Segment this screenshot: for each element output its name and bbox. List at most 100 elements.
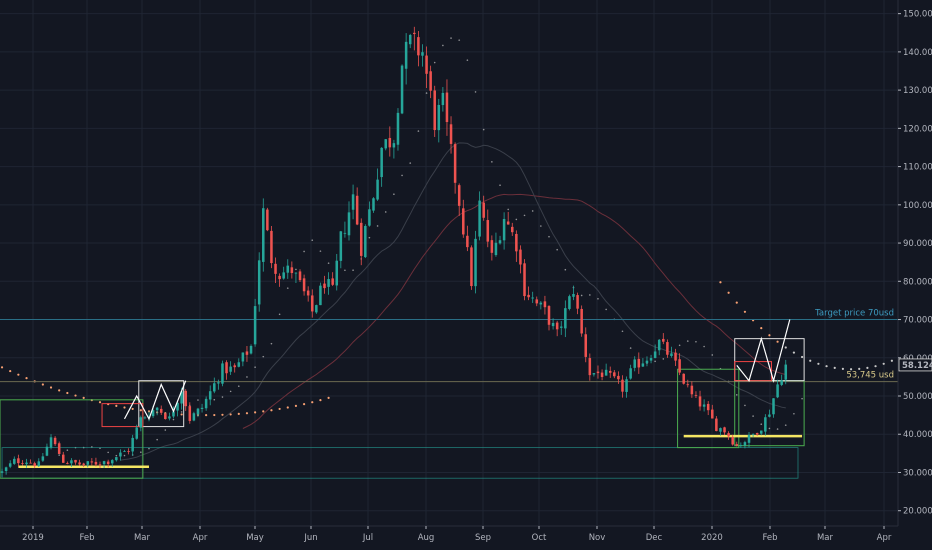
ma-dot-orange — [327, 396, 330, 400]
ma-dot-white — [801, 397, 803, 400]
ma-dot-white — [703, 345, 705, 348]
candle-body — [531, 297, 534, 299]
ma-dot-white — [621, 330, 624, 333]
candle-body — [580, 308, 583, 334]
candles — [0, 26, 788, 477]
candle-body — [355, 195, 359, 225]
candle-body — [653, 351, 657, 358]
candle-body — [576, 295, 579, 309]
x-tick-label: Apr — [193, 533, 208, 543]
candle-body — [523, 263, 526, 297]
x-tick-label: Oct — [532, 533, 547, 543]
candle-body — [200, 407, 204, 409]
ma-dot-white — [417, 130, 420, 132]
x-tick-label: Feb — [79, 533, 94, 543]
candle-body — [8, 463, 12, 467]
ma-dot-white — [376, 225, 379, 227]
candle-body — [127, 451, 130, 452]
candle-body — [176, 402, 179, 411]
ma-dot-white — [319, 250, 322, 252]
ma-dot-orange — [74, 394, 77, 397]
ma-dot-orange — [221, 413, 224, 416]
ma-dot-white — [442, 44, 444, 47]
projection-path-early — [123, 380, 187, 421]
y-axis-bg — [898, 0, 932, 550]
ma-dot-white — [760, 423, 763, 425]
ma-dot-orange — [719, 281, 722, 284]
ma-dot-white — [115, 454, 118, 457]
ma-dot-orange — [760, 327, 763, 330]
candle-body — [780, 380, 783, 385]
candle-body — [608, 370, 612, 373]
ma-dot-white — [368, 236, 371, 239]
candle-body — [429, 71, 432, 91]
candle-body — [384, 139, 387, 149]
candle-body — [547, 306, 551, 325]
y-axis: 150.000 140.000 130.000 120.000 110.000 100.0… — [897, 0, 932, 550]
ma-dot-orange — [849, 368, 853, 371]
candle-body — [78, 462, 81, 465]
ma-dot-white — [466, 59, 469, 61]
candle-body — [715, 418, 718, 432]
ma-dot-white — [254, 366, 256, 368]
ma-dot-white — [735, 394, 738, 396]
ma-dot-orange — [49, 386, 53, 389]
ma-dot-orange — [237, 412, 240, 415]
candle-body — [45, 446, 49, 456]
current-price-tag — [898, 358, 932, 372]
ma-dot-orange — [17, 373, 20, 376]
candle-body — [290, 267, 294, 274]
ma-dot-orange — [131, 407, 134, 411]
candle-body — [417, 37, 420, 56]
ma-long-line — [242, 193, 786, 429]
ma-dot-white — [491, 161, 493, 163]
candle-body — [0, 471, 4, 473]
candle-body — [433, 90, 436, 131]
candle-body — [506, 221, 510, 225]
candle-body — [331, 278, 334, 285]
candle-body — [262, 208, 265, 262]
candle-body — [764, 417, 767, 432]
x-axis-bg — [0, 526, 932, 550]
ma-dot-white — [605, 308, 607, 311]
ma-dot-white — [564, 268, 567, 271]
candle-body — [29, 462, 32, 464]
ma-dot-white — [678, 344, 681, 347]
candle-body — [110, 460, 114, 464]
y-tick-label: 40.000 — [903, 430, 932, 440]
ma-dot-white — [221, 396, 224, 398]
ma-dot-white — [66, 449, 69, 451]
ma-dot-orange — [66, 391, 69, 395]
ma-dot-white — [262, 355, 265, 358]
x-tick-label: Jul — [362, 533, 373, 543]
candle-body — [519, 249, 522, 265]
candle-body — [462, 208, 465, 235]
ma-dot-white — [695, 340, 697, 343]
candle-body — [588, 358, 592, 376]
candle-body — [604, 369, 608, 376]
ma-dot-orange — [302, 403, 306, 406]
candle-body — [213, 383, 216, 392]
ma-dot-white — [197, 399, 199, 401]
y-tick-label: 130.000 — [903, 86, 932, 96]
ma-dot-orange — [776, 340, 779, 343]
ma-dot-white — [303, 250, 305, 253]
ma-dot-orange — [784, 346, 787, 349]
ma-dot-orange — [25, 377, 28, 380]
candle-body — [41, 456, 45, 461]
x-tick-label: Mar — [134, 533, 151, 543]
candle-body — [551, 322, 555, 327]
ma-dot-orange — [874, 365, 877, 368]
y-tick-label: 140.000 — [903, 48, 932, 58]
candle-body — [4, 467, 8, 472]
ma-dot-orange — [890, 359, 893, 362]
candle-body — [123, 451, 126, 452]
candle-body — [70, 460, 73, 464]
candle-body — [359, 222, 363, 256]
ma-dot-white — [507, 208, 509, 211]
candle-body — [343, 232, 347, 234]
candle-body — [674, 352, 677, 361]
candle-body — [327, 279, 330, 287]
